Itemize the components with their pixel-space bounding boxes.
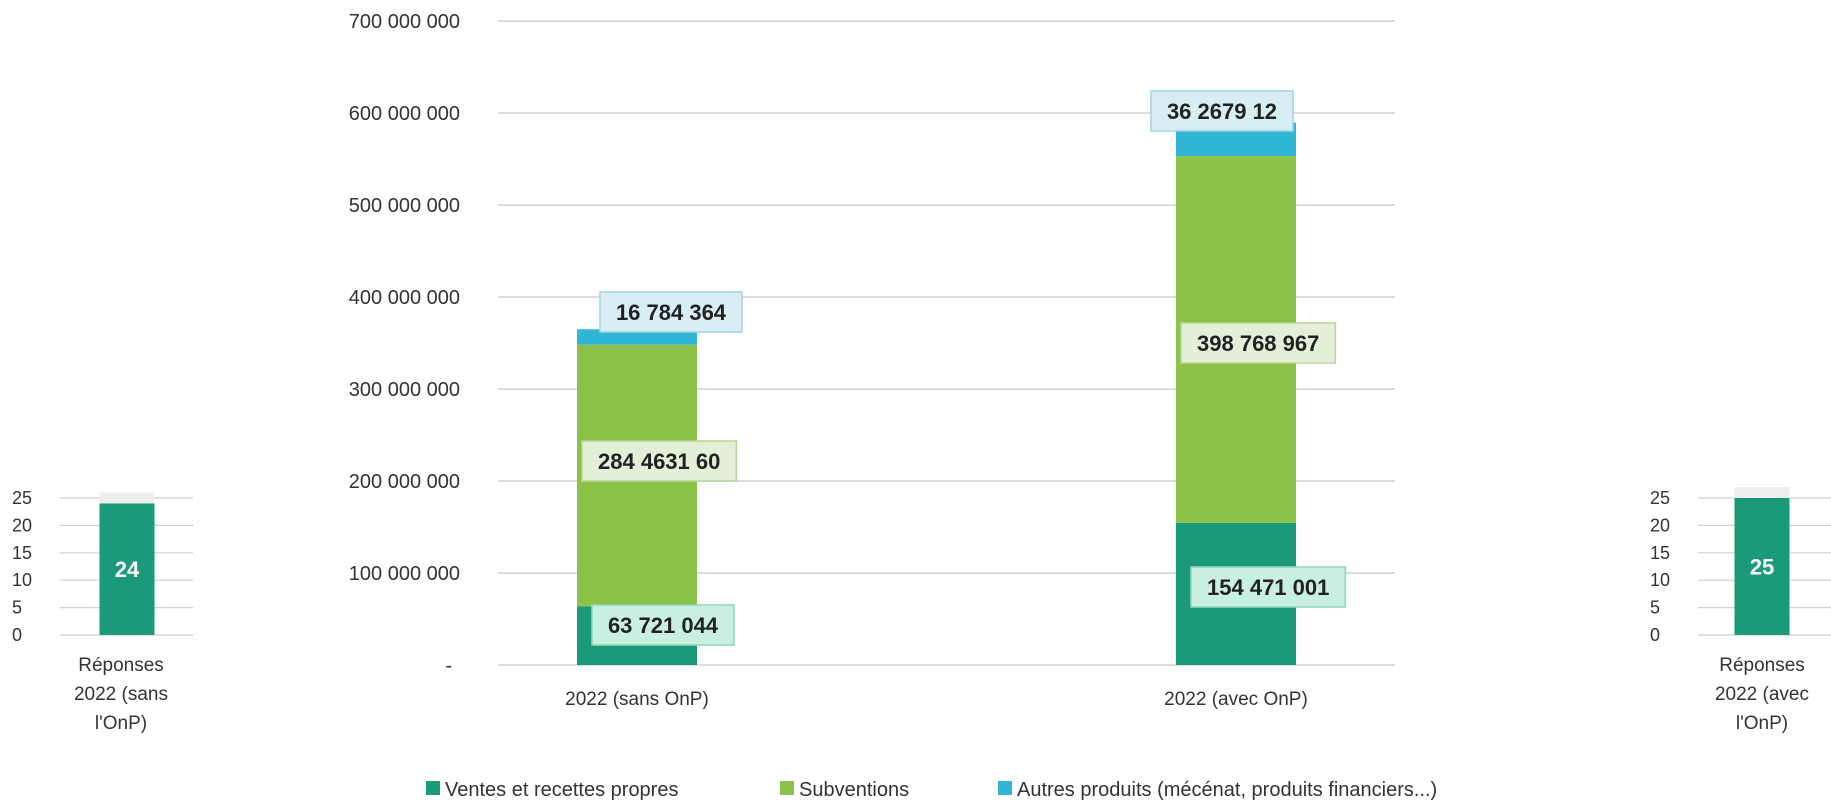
y-tick-label: 15	[12, 543, 32, 563]
y-tick-label: 20	[12, 515, 32, 535]
y-tick-label: 25	[1650, 488, 1670, 508]
legend-entry: Subventions	[799, 779, 909, 801]
main-stacked-bar-chart: - 100 000 000 200 000 000 300 000 000 400 00…	[349, 11, 1437, 801]
left-y-axis-ticks: 25 20 15 10 5 0	[12, 488, 32, 645]
right-small-chart: 25 20 15 10 5 0 25 Réponses 2022 (avec l'OnP)	[1650, 487, 1831, 734]
right-bars	[1734, 487, 1790, 635]
left-small-chart: 25 20 15 10 5 0 24 Réponses 2022 (sans l'OnP)	[12, 488, 193, 734]
y-tick-label: 20	[1650, 515, 1670, 535]
category-label: 2022 (avec OnP)	[1164, 689, 1308, 710]
left-bar-data-label: 24	[115, 557, 140, 582]
bar	[1734, 498, 1790, 635]
y-tick-label: 600 000 000	[349, 103, 460, 125]
legend-swatch	[426, 781, 440, 795]
data-label-box	[1180, 322, 1337, 364]
y-tick-label: 500 000 000	[349, 195, 460, 217]
data-label-box	[1190, 566, 1347, 608]
legend-entry: Autres produits (mécénat, produits finan…	[1017, 779, 1437, 801]
main-y-axis-ticks: - 100 000 000 200 000 000 300 000 000 400 00…	[349, 11, 460, 677]
legend-swatch	[998, 781, 1012, 795]
y-tick-label: 10	[12, 570, 32, 590]
right-category-label-line-2: 2022 (avec	[1715, 684, 1809, 705]
bar-segment	[577, 329, 697, 345]
right-y-axis-ticks: 25 20 15 10 5 0	[1650, 488, 1670, 645]
right-category-label-line-3: l'OnP)	[1736, 713, 1788, 734]
data-label: 284 4631 60	[598, 449, 720, 474]
main-bars	[577, 122, 1296, 665]
data-label: 36 2679 12	[1167, 99, 1277, 124]
left-category-label-line-1: Réponses	[78, 655, 164, 676]
y-tick-label: 400 000 000	[349, 287, 460, 309]
bar	[99, 503, 155, 635]
y-tick-label: 300 000 000	[349, 379, 460, 401]
right-bar-data-label: 25	[1750, 555, 1774, 580]
y-tick-label: 10	[1650, 570, 1670, 590]
main-data-labels: 63 721 044 284 4631 60 16 784 364 154 471 0…	[581, 90, 1347, 646]
y-tick-label: 700 000 000	[349, 11, 460, 33]
y-tick-label: 0	[1650, 625, 1660, 645]
legend: Ventes et recettes propres Subventions Aut…	[426, 779, 1437, 801]
main-category-labels: 2022 (sans OnP) 2022 (avec OnP)	[565, 689, 1308, 710]
y-tick-label: 25	[12, 488, 32, 508]
y-tick-label: 15	[1650, 543, 1670, 563]
y-tick-label: -	[445, 655, 452, 677]
category-label: 2022 (sans OnP)	[565, 689, 709, 710]
data-label: 16 784 364	[616, 300, 727, 325]
data-label: 154 471 001	[1207, 575, 1329, 600]
y-tick-label: 100 000 000	[349, 563, 460, 585]
y-tick-label: 0	[12, 625, 22, 645]
legend-entry: Ventes et recettes propres	[445, 779, 678, 801]
data-label-box	[581, 440, 738, 482]
y-tick-label: 5	[1650, 598, 1660, 618]
left-category-label-line-3: l'OnP)	[95, 713, 147, 734]
legend-swatch	[780, 781, 794, 795]
y-tick-label: 5	[12, 598, 22, 618]
data-label-box	[599, 291, 743, 333]
data-label-box	[591, 604, 735, 646]
right-category-label-line-1: Réponses	[1719, 655, 1805, 676]
data-label-box	[1150, 90, 1294, 132]
bar-remainder	[99, 492, 155, 504]
left-category-label-line-2: 2022 (sans	[74, 684, 168, 705]
y-tick-label: 200 000 000	[349, 471, 460, 493]
left-bars	[99, 492, 155, 635]
data-label: 398 768 967	[1197, 331, 1319, 356]
bar-remainder	[1734, 487, 1790, 498]
data-label: 63 721 044	[608, 613, 719, 638]
